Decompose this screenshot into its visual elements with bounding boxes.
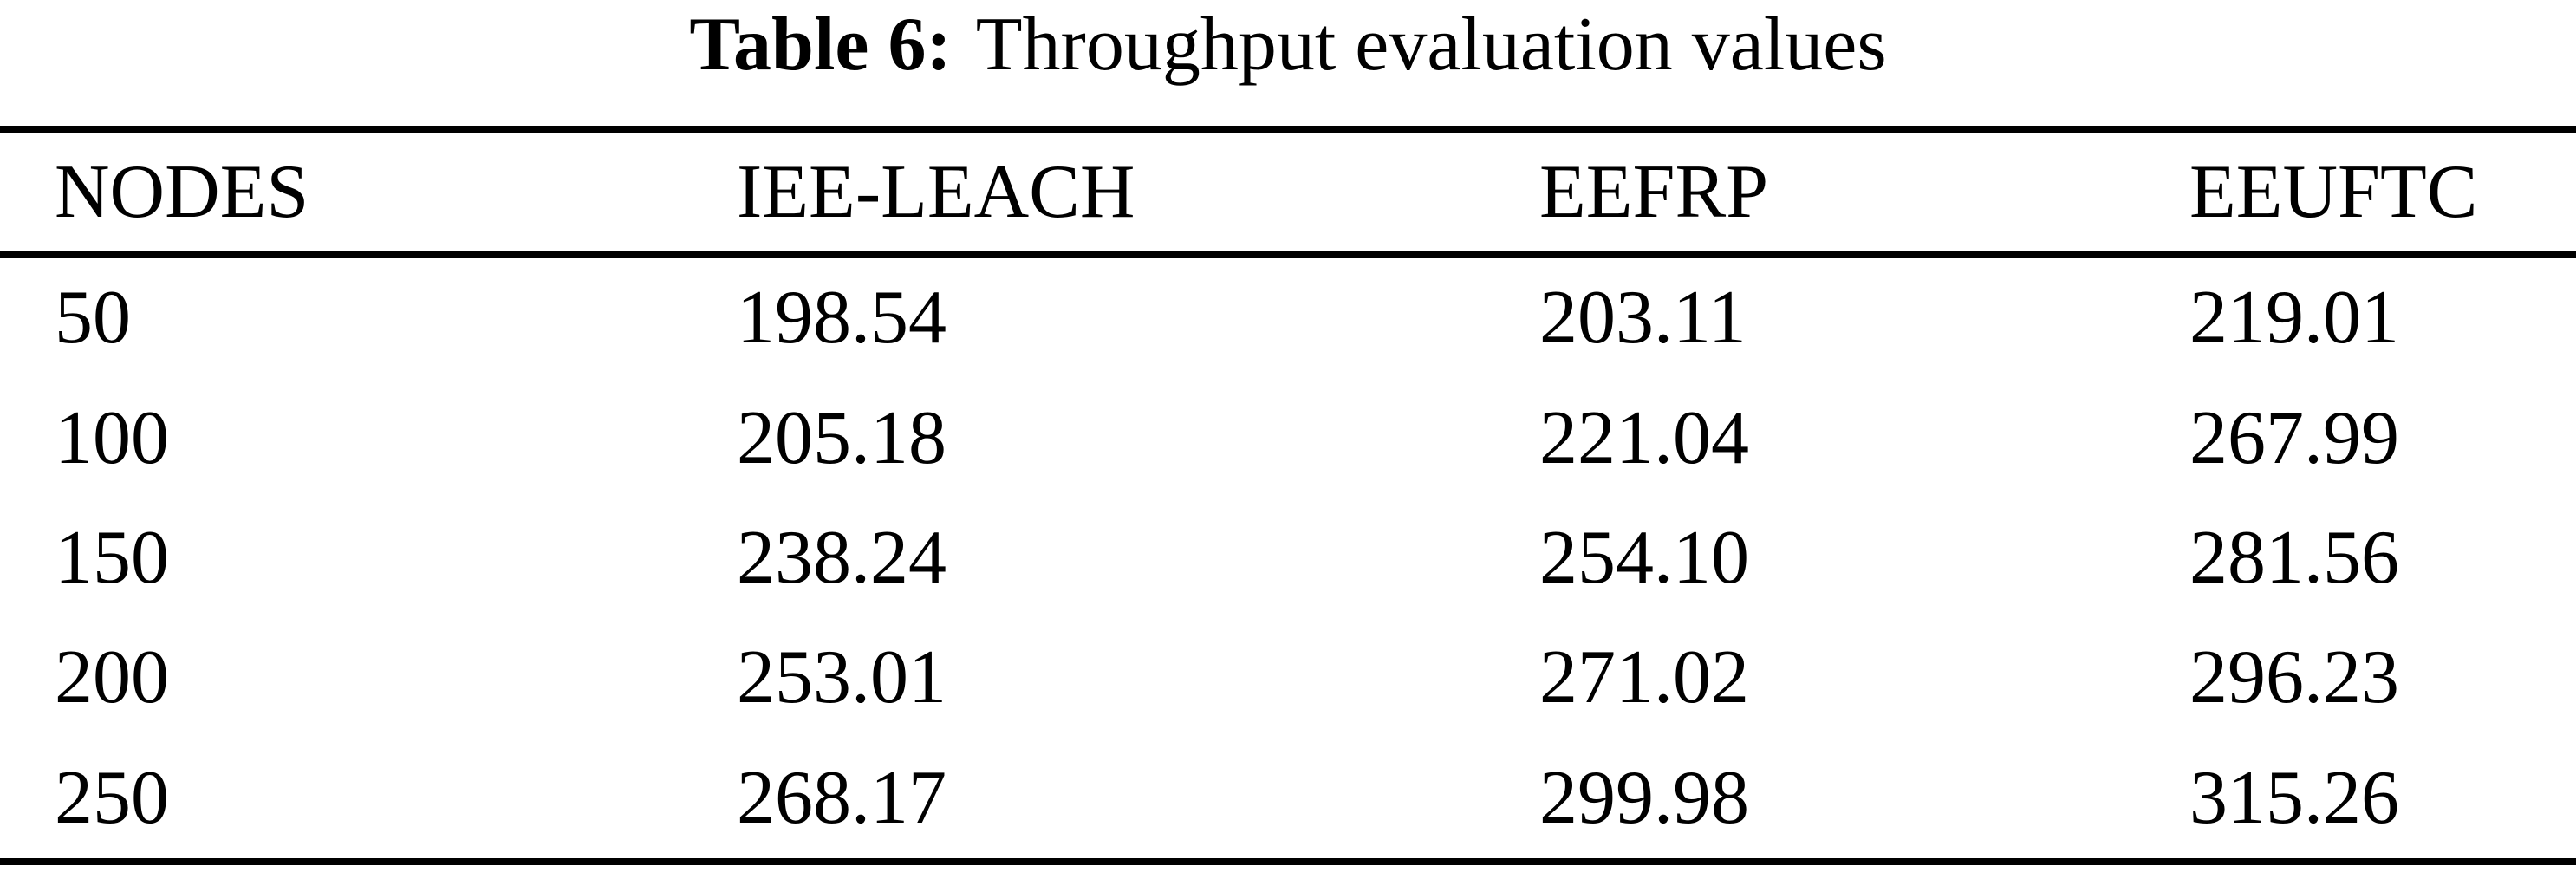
table-row: 250 268.17 299.98 315.26 [0, 739, 2576, 858]
cell-nodes: 100 [55, 395, 169, 480]
cell-iee-leach: 205.18 [737, 395, 946, 480]
cell-eeuftc: 219.01 [2189, 276, 2399, 361]
table-caption-text: Throughput evaluation values [975, 3, 1887, 87]
cell-iee-leach: 238.24 [737, 515, 946, 600]
cell-eeuftc: 281.56 [2189, 515, 2399, 600]
cell-iee-leach: 198.54 [737, 276, 946, 361]
cell-eefrp: 299.98 [1539, 755, 1749, 840]
table-caption: Table 6: Throughput evaluation values [0, 2, 2576, 88]
table-row: 50 198.54 203.11 219.01 [0, 258, 2576, 378]
cell-iee-leach: 253.01 [737, 635, 946, 720]
cell-eeuftc: 315.26 [2189, 755, 2399, 840]
cell-eefrp: 221.04 [1539, 395, 1749, 480]
cell-eefrp: 203.11 [1539, 276, 1747, 361]
table-row: 150 238.24 254.10 281.56 [0, 498, 2576, 618]
table-row: 200 253.01 271.02 296.23 [0, 618, 2576, 738]
header-cell-eeuftc: EEUFTC [2189, 149, 2478, 234]
cell-nodes: 150 [55, 515, 169, 600]
cell-eeuftc: 267.99 [2189, 395, 2399, 480]
cell-nodes: 250 [55, 755, 169, 840]
cell-eefrp: 254.10 [1539, 515, 1749, 600]
header-cell-iee-leach: IEE-LEACH [737, 149, 1135, 234]
table-caption-label: Table 6: [689, 3, 952, 87]
table-header-row: NODES IEE-LEACH EEFRP EEUFTC [0, 133, 2576, 258]
cell-eeuftc: 296.23 [2189, 635, 2399, 720]
cell-nodes: 200 [55, 635, 169, 720]
cell-eefrp: 271.02 [1539, 635, 1749, 720]
header-cell-nodes: NODES [55, 149, 309, 234]
cell-nodes: 50 [55, 276, 131, 361]
cell-iee-leach: 268.17 [737, 755, 946, 840]
throughput-table: NODES IEE-LEACH EEFRP EEUFTC 50 198.54 2… [0, 126, 2576, 865]
header-cell-eefrp: EEFRP [1539, 149, 1769, 234]
table-row: 100 205.18 221.04 267.99 [0, 378, 2576, 498]
